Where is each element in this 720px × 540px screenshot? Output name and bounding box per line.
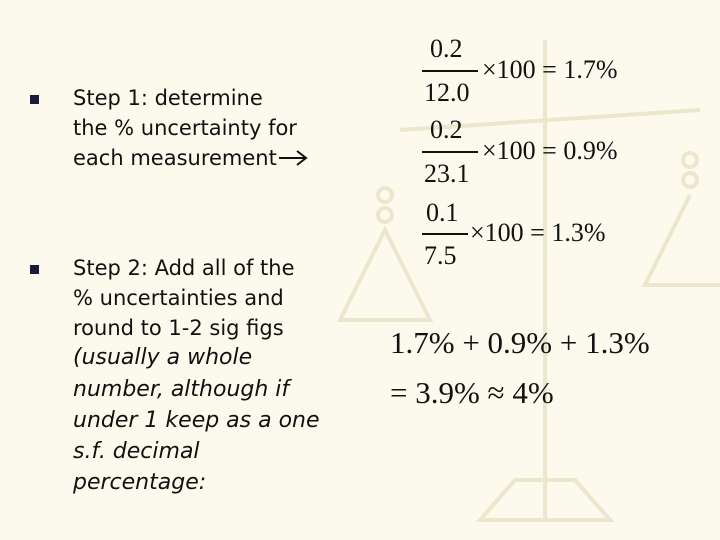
equation-rest: ×100 = 1.3% [470,218,606,247]
text-line: Step 1: determine [73,86,263,110]
fraction-line [422,70,478,72]
arrow [278,150,308,166]
bullet [30,265,39,274]
equation-rest: ×100 = 0.9% [482,136,618,165]
fraction-line [422,151,478,153]
text-line: number, although if [73,377,290,402]
equation-rest: ×100 = 1.7% [482,55,618,84]
text-line: Step 2: Add all of the [73,256,295,280]
denominator: 7.5 [424,241,457,270]
text-line: round to 1-2 sig figs [73,316,284,340]
text-line: s.f. decimal [73,439,200,464]
denominator: 12.0 [424,78,470,107]
sum-line: 1.7% + 0.9% + 1.3% [390,325,650,360]
denominator: 23.1 [424,159,470,188]
text-line: percentage: [73,470,207,495]
text-line: % uncertainties and [73,286,284,310]
numerator: 0.2 [430,115,463,144]
text-line: under 1 keep as a one [73,408,320,433]
numerator: 0.1 [426,198,459,227]
text-line: the % uncertainty for [73,116,297,140]
text-line: each measurement [73,148,309,169]
numerator: 0.2 [430,34,463,63]
sum-result: = 3.9% ≈ 4% [390,375,554,410]
text: each measurement [73,146,277,170]
text-line: (usually a whole [73,345,253,370]
fraction-line [422,233,468,235]
bullet [30,95,39,104]
